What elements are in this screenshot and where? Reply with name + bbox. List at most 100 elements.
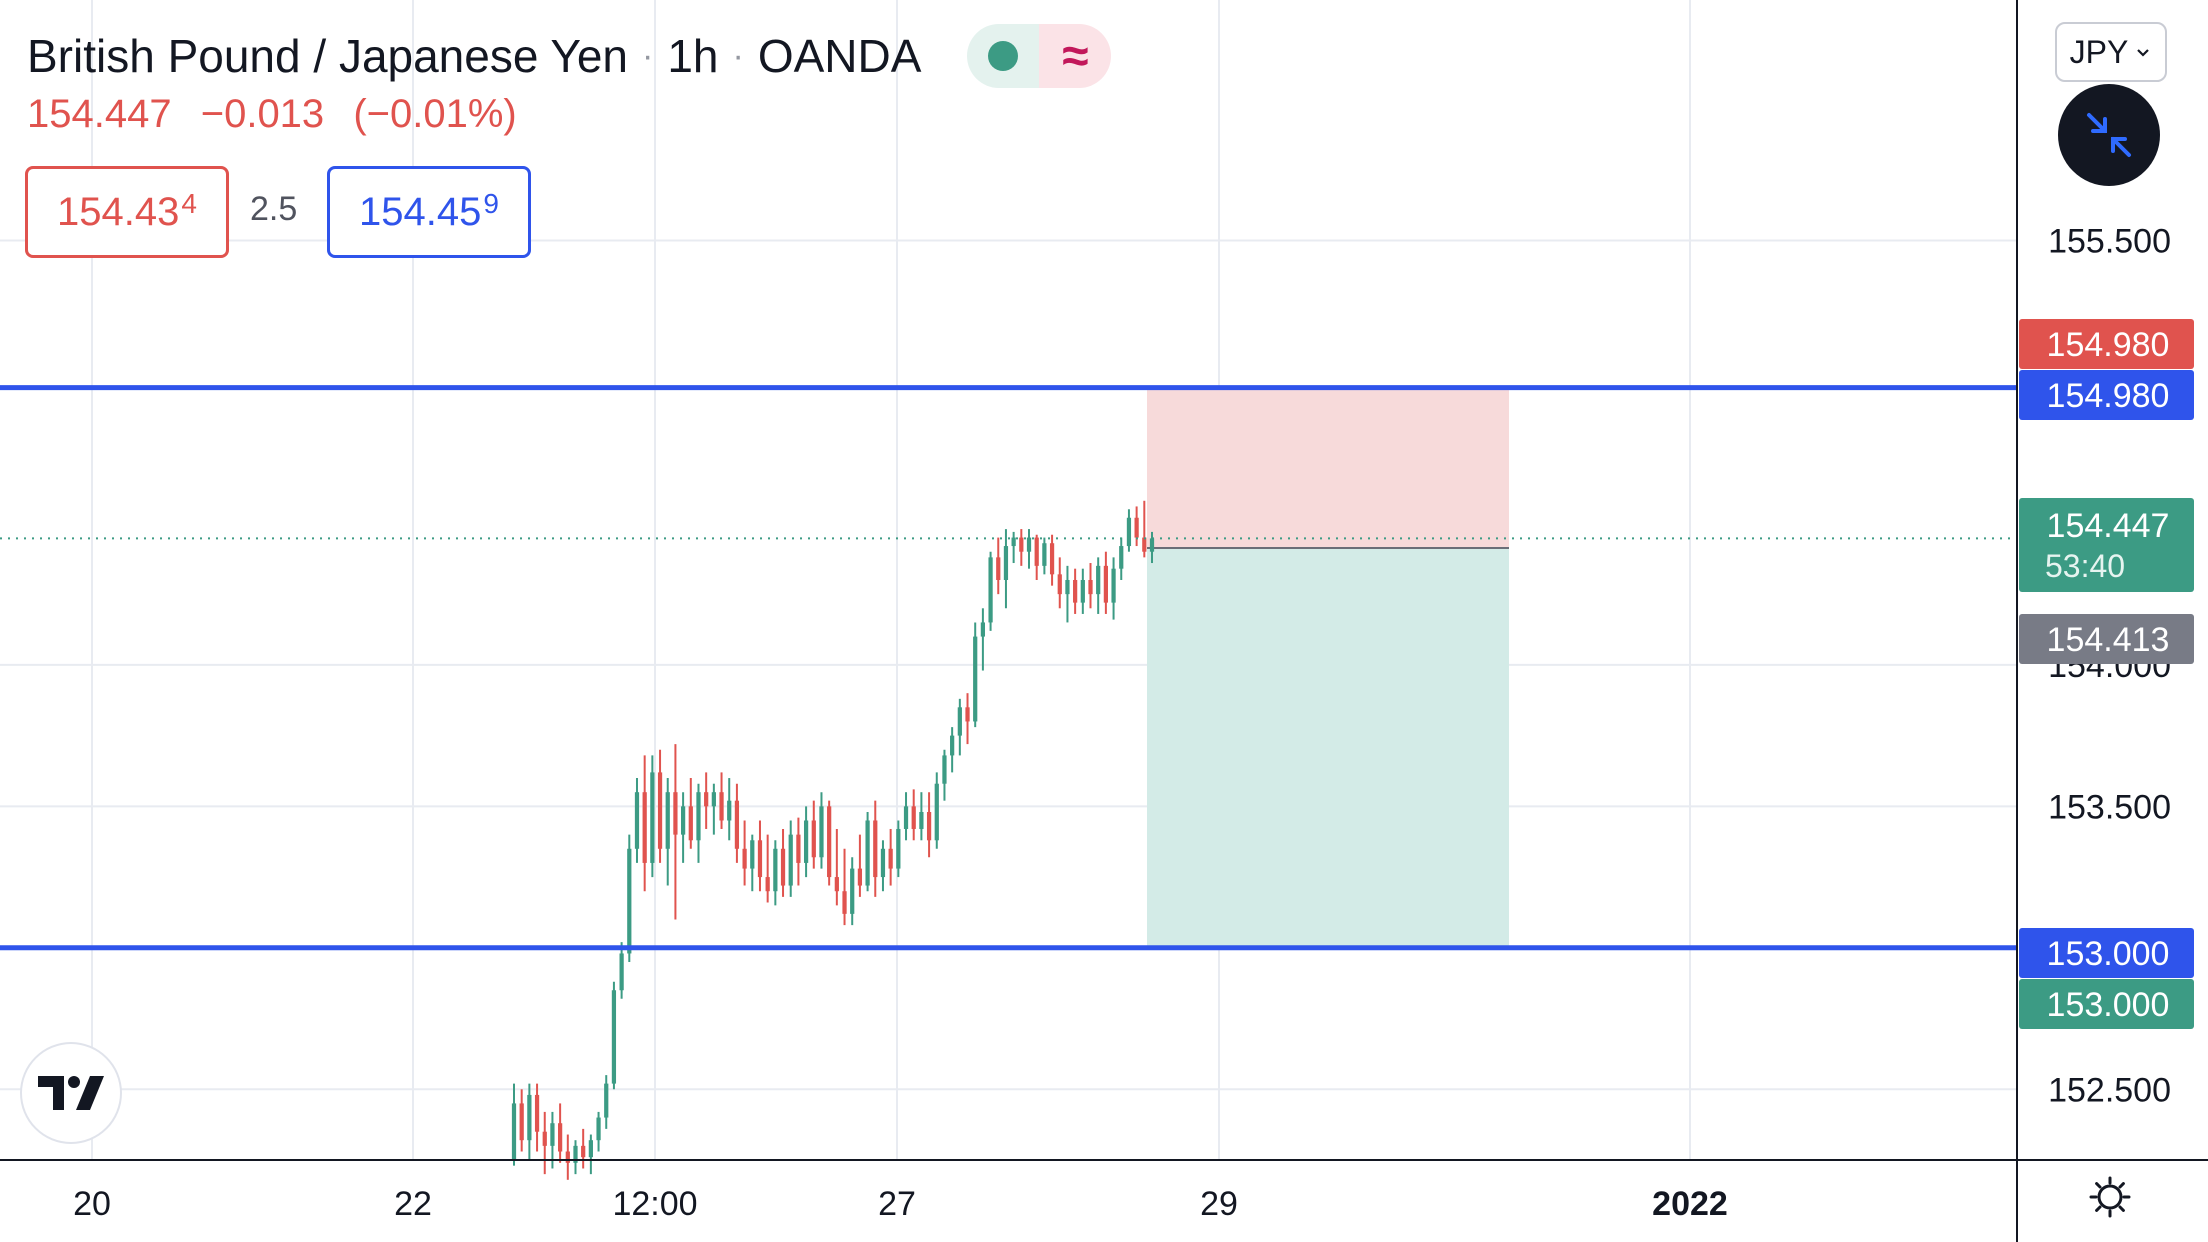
candle xyxy=(1088,563,1093,609)
candle xyxy=(996,537,1001,595)
candle xyxy=(1042,537,1047,575)
price-tag: 153.000 xyxy=(2019,979,2194,1029)
candle-body xyxy=(1103,565,1108,603)
candle-body xyxy=(888,848,893,869)
price-tag-bg xyxy=(2019,928,2194,978)
candle xyxy=(1080,568,1085,614)
delayed-data-wave-icon: ≈ xyxy=(1039,24,1112,88)
candle-body xyxy=(742,848,747,869)
price-tag-value: 154.447 xyxy=(2047,507,2170,545)
candle-body xyxy=(942,755,947,784)
candle xyxy=(842,848,847,926)
candle xyxy=(734,783,740,863)
candle xyxy=(634,778,640,863)
candle-body xyxy=(573,1145,578,1163)
buy-button[interactable]: 154.45 9 xyxy=(327,166,531,258)
candle xyxy=(980,608,986,671)
candle-body xyxy=(865,820,870,886)
exchange-label: OANDA xyxy=(757,30,922,82)
candle-body xyxy=(765,877,770,892)
candle xyxy=(819,792,824,869)
candle-body xyxy=(1126,517,1132,547)
price-tag: 154.980 xyxy=(2019,319,2194,369)
candle xyxy=(903,792,909,841)
candle-body xyxy=(1065,580,1070,595)
candle xyxy=(1073,568,1078,614)
candle xyxy=(919,792,924,841)
candle-body xyxy=(581,1145,586,1158)
price-tag: 154.980 xyxy=(2019,370,2194,420)
candle xyxy=(704,772,709,829)
candle xyxy=(773,840,778,906)
candle-body xyxy=(773,848,778,892)
sell-button[interactable]: 154.43 4 xyxy=(25,166,229,258)
candle-body xyxy=(627,848,632,954)
collapse-button[interactable] xyxy=(2058,84,2160,186)
interval-label[interactable]: 1h xyxy=(667,30,719,82)
candle-body xyxy=(1096,565,1101,595)
candle xyxy=(588,1134,593,1175)
horizontal-lines[interactable] xyxy=(0,385,2017,951)
candle xyxy=(1142,500,1147,558)
candle xyxy=(642,755,647,892)
candle-body xyxy=(880,848,886,878)
candle-body xyxy=(980,622,986,637)
candle-body xyxy=(919,812,924,829)
gear-icon[interactable] xyxy=(2085,1172,2135,1222)
candle xyxy=(650,755,655,878)
candle xyxy=(1065,565,1070,623)
take-profit-zone[interactable] xyxy=(1147,548,1509,948)
candle-body xyxy=(780,848,786,886)
candle-body xyxy=(1142,537,1147,552)
candle-body xyxy=(696,792,701,841)
candle-body xyxy=(650,772,655,863)
candle xyxy=(534,1083,540,1152)
candle xyxy=(880,840,886,892)
candle-body xyxy=(588,1140,593,1158)
candle-body xyxy=(965,707,970,722)
x-tick-label: 22 xyxy=(394,1185,432,1223)
candle-body xyxy=(857,868,863,886)
price-tag-value: 154.980 xyxy=(2047,377,2170,415)
price-change: −0.013 xyxy=(200,92,325,136)
price-tag-value: 154.980 xyxy=(2047,326,2170,364)
symbol-name[interactable]: British Pound / Japanese Yen xyxy=(27,30,629,82)
price-tag: 154.413 xyxy=(2019,614,2194,664)
candle-body xyxy=(619,953,624,991)
candle-body xyxy=(950,735,955,756)
candle-body xyxy=(550,1123,555,1146)
market-open-dot-icon xyxy=(967,24,1040,88)
candle xyxy=(527,1083,532,1160)
candle xyxy=(1057,557,1062,609)
market-status-pill[interactable]: ≈ xyxy=(967,24,1112,88)
candle-body xyxy=(996,557,1001,580)
candle xyxy=(688,778,693,849)
candle xyxy=(957,698,962,756)
candle xyxy=(973,622,978,728)
candle-body xyxy=(604,1083,609,1118)
currency-select[interactable]: JPY xyxy=(2055,22,2167,82)
price-tag-bg xyxy=(2019,614,2194,664)
candle xyxy=(673,744,678,920)
x-tick-label: 29 xyxy=(1200,1185,1238,1223)
candle xyxy=(988,551,993,631)
stop-loss-zone[interactable] xyxy=(1147,387,1509,549)
x-tick-label: 2022 xyxy=(1652,1185,1728,1223)
candle xyxy=(1119,537,1124,580)
candle xyxy=(965,693,970,745)
candle xyxy=(857,834,863,897)
candle-body xyxy=(1134,517,1139,538)
x-tick-label: 12:00 xyxy=(612,1185,697,1223)
position-zones[interactable] xyxy=(1147,387,1509,948)
tradingview-logo-icon[interactable] xyxy=(22,1044,120,1142)
candle-body xyxy=(819,806,824,858)
candle-body xyxy=(734,800,740,849)
candle xyxy=(750,834,755,892)
symbol-header[interactable]: British Pound / Japanese Yen · 1h · OAND… xyxy=(27,24,1112,88)
candle xyxy=(696,783,701,863)
x-tick-label: 27 xyxy=(878,1185,916,1223)
candle xyxy=(1096,557,1101,614)
